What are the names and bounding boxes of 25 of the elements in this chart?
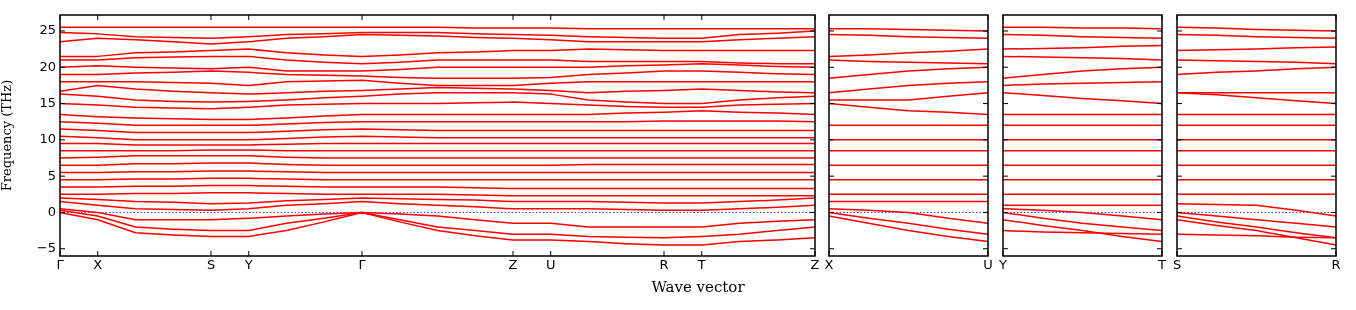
y-tick-label: 15 bbox=[39, 94, 56, 110]
x-tick-label: T bbox=[1157, 257, 1167, 273]
y-tick-label: 10 bbox=[39, 131, 56, 147]
x-tick-label: Γ bbox=[358, 257, 367, 273]
y-tick-label: 20 bbox=[39, 58, 56, 74]
x-axis-title: Wave vector bbox=[650, 278, 746, 296]
x-tick-label: X bbox=[93, 257, 103, 273]
x-tick-label: Γ bbox=[56, 257, 65, 273]
x-tick-label: R bbox=[1331, 257, 1341, 273]
y-axis-title: Frequency (THz) bbox=[0, 79, 15, 192]
x-tick-label: Y bbox=[243, 257, 253, 273]
y-tick-label: 25 bbox=[39, 22, 56, 38]
x-tick-label: Z bbox=[810, 257, 820, 273]
y-tick-label: −5 bbox=[36, 240, 56, 256]
x-tick-label: Y bbox=[998, 257, 1008, 273]
x-tick-label: Z bbox=[508, 257, 518, 273]
x-tick-label: S bbox=[1172, 257, 1182, 273]
x-tick-label: T bbox=[696, 257, 706, 273]
x-tick-label: S bbox=[206, 257, 216, 273]
x-tick-label: U bbox=[983, 257, 993, 273]
x-tick-label: R bbox=[659, 257, 669, 273]
x-tick-label: X bbox=[824, 257, 834, 273]
y-tick-label: 5 bbox=[47, 167, 56, 183]
y-tick-label: 0 bbox=[47, 203, 56, 219]
x-tick-label: U bbox=[545, 257, 556, 273]
